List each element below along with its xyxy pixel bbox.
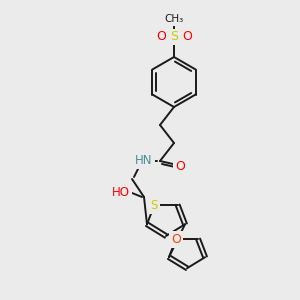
Text: CH₃: CH₃ (164, 14, 184, 24)
Text: S: S (151, 199, 158, 212)
Text: O: O (175, 160, 185, 172)
Text: O: O (171, 233, 181, 246)
Text: O: O (156, 31, 166, 44)
Text: S: S (170, 31, 178, 44)
Text: HN: HN (135, 154, 153, 167)
Text: HO: HO (112, 187, 130, 200)
Text: O: O (182, 31, 192, 44)
